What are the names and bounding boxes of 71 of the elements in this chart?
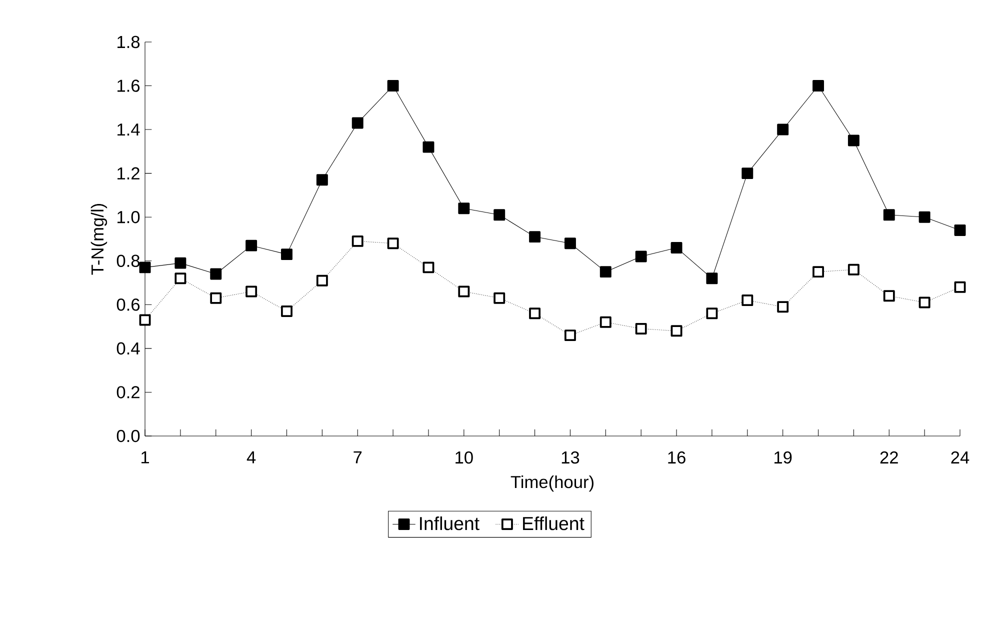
point <box>352 117 364 129</box>
legend-label: Effluent <box>523 516 584 530</box>
point <box>458 202 470 214</box>
point <box>883 209 895 221</box>
x-tick-label: 1 <box>142 451 149 464</box>
point <box>600 316 612 328</box>
point <box>848 134 860 146</box>
x-tick-label: 10 <box>456 451 473 464</box>
point <box>670 242 682 254</box>
y-tick-label: 1.8 <box>118 36 140 48</box>
point <box>812 266 824 278</box>
point <box>174 272 186 284</box>
point <box>422 262 434 274</box>
x-tick-label: 16 <box>668 451 686 464</box>
point <box>387 238 399 250</box>
point <box>954 281 966 293</box>
point <box>564 238 576 250</box>
point <box>139 262 151 274</box>
point <box>210 268 222 280</box>
point <box>210 292 222 304</box>
point <box>352 235 364 247</box>
point <box>848 264 860 276</box>
point <box>246 240 258 252</box>
point <box>494 209 506 221</box>
point <box>174 257 186 269</box>
point <box>529 308 541 320</box>
point <box>883 290 895 302</box>
point <box>139 314 151 326</box>
point <box>706 308 718 320</box>
point <box>564 330 576 342</box>
y-tick-label: 1.6 <box>118 80 140 92</box>
y-tick-label: 0.6 <box>116 298 140 311</box>
point <box>742 168 754 180</box>
point <box>918 296 930 308</box>
x-tick-label: 7 <box>354 451 362 464</box>
y-tick-label: 0.2 <box>116 386 140 398</box>
point <box>706 272 718 284</box>
point <box>954 224 966 236</box>
x-tick-label: 4 <box>246 451 256 464</box>
x-tick-label: 24 <box>951 451 970 464</box>
y-tick-label: 0.8 <box>116 254 140 268</box>
x-axis-title: Time(hour) <box>510 475 594 492</box>
y-tick-label: 1.4 <box>118 124 140 136</box>
legend-label: Influent <box>420 516 480 530</box>
point <box>635 323 647 334</box>
x-tick-label: 13 <box>562 451 580 464</box>
x-tick-label: 22 <box>880 451 898 464</box>
point <box>777 301 789 313</box>
point <box>316 174 328 186</box>
point <box>494 292 506 304</box>
y-axis-title: T-N(mg/l) <box>90 204 108 275</box>
y-tick-label: 1.2 <box>118 167 140 180</box>
point <box>387 80 399 92</box>
point <box>458 286 470 298</box>
y-tick-label: 0.4 <box>116 342 140 355</box>
point <box>281 248 292 260</box>
point <box>600 266 612 278</box>
point <box>635 250 647 262</box>
y-tick-label: 1.0 <box>118 210 140 224</box>
point <box>281 305 292 317</box>
point <box>529 231 541 243</box>
point <box>918 211 930 223</box>
y-tick-label: 0.0 <box>116 430 140 442</box>
point <box>422 141 434 153</box>
point <box>777 124 789 136</box>
point <box>246 286 258 298</box>
point <box>670 325 682 337</box>
x-tick-label: 19 <box>774 451 792 464</box>
point <box>812 80 824 92</box>
point <box>742 294 754 306</box>
point <box>316 274 328 286</box>
